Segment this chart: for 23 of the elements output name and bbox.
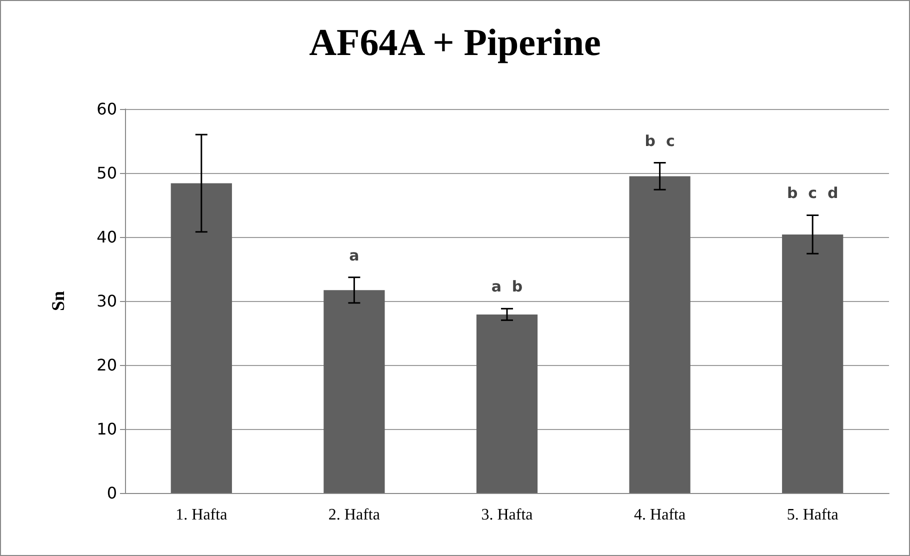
bar bbox=[170, 183, 232, 493]
y-tick-label: 40 bbox=[96, 228, 117, 246]
x-tick-label: 3. Hafta bbox=[481, 506, 533, 524]
y-tick-label: 30 bbox=[96, 292, 117, 310]
bar bbox=[324, 290, 385, 493]
y-tick-label: 50 bbox=[96, 164, 117, 182]
bar bbox=[782, 234, 844, 493]
bar bbox=[629, 176, 690, 493]
chart-title: AF64A + Piperine bbox=[309, 22, 601, 64]
annotation: a b bbox=[491, 278, 523, 296]
y-tick-label: 20 bbox=[96, 356, 117, 374]
annotation: b c bbox=[644, 132, 675, 150]
y-tick-label: 10 bbox=[96, 420, 117, 438]
annotation: b c d bbox=[786, 184, 838, 202]
x-tick-label: 5. Hafta bbox=[786, 506, 838, 524]
annotation: a bbox=[349, 246, 360, 264]
y-tick-label: 60 bbox=[96, 100, 117, 118]
bar bbox=[476, 314, 538, 493]
x-tick-label: 4. Hafta bbox=[634, 506, 686, 524]
y-tick-label: 0 bbox=[106, 484, 117, 502]
x-tick-label: 2. Hafta bbox=[328, 506, 380, 524]
x-tick-label: 1. Hafta bbox=[176, 506, 228, 524]
y-axis-title: Sn bbox=[48, 290, 68, 312]
